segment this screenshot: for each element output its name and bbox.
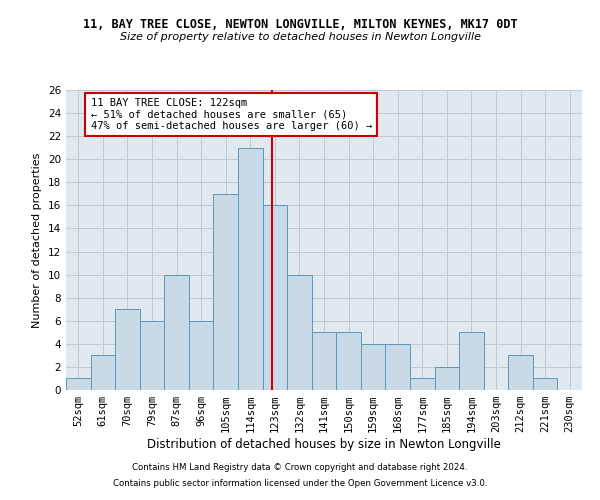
Bar [533, 378, 557, 390]
Bar [214, 194, 238, 390]
Y-axis label: Number of detached properties: Number of detached properties [32, 152, 43, 328]
Text: Contains HM Land Registry data © Crown copyright and database right 2024.: Contains HM Land Registry data © Crown c… [132, 464, 468, 472]
Bar [361, 344, 385, 390]
Bar [263, 206, 287, 390]
Bar [410, 378, 434, 390]
Bar [312, 332, 336, 390]
Bar [434, 367, 459, 390]
Bar [385, 344, 410, 390]
X-axis label: Distribution of detached houses by size in Newton Longville: Distribution of detached houses by size … [147, 438, 501, 451]
Bar [140, 321, 164, 390]
Bar [238, 148, 263, 390]
Text: Size of property relative to detached houses in Newton Longville: Size of property relative to detached ho… [119, 32, 481, 42]
Bar [164, 274, 189, 390]
Bar [91, 356, 115, 390]
Text: Contains public sector information licensed under the Open Government Licence v3: Contains public sector information licen… [113, 478, 487, 488]
Bar [66, 378, 91, 390]
Bar [115, 309, 140, 390]
Bar [336, 332, 361, 390]
Bar [189, 321, 214, 390]
Text: 11, BAY TREE CLOSE, NEWTON LONGVILLE, MILTON KEYNES, MK17 0DT: 11, BAY TREE CLOSE, NEWTON LONGVILLE, MI… [83, 18, 517, 30]
Text: 11 BAY TREE CLOSE: 122sqm
← 51% of detached houses are smaller (65)
47% of semi-: 11 BAY TREE CLOSE: 122sqm ← 51% of detac… [91, 98, 372, 132]
Bar [287, 274, 312, 390]
Bar [459, 332, 484, 390]
Bar [508, 356, 533, 390]
